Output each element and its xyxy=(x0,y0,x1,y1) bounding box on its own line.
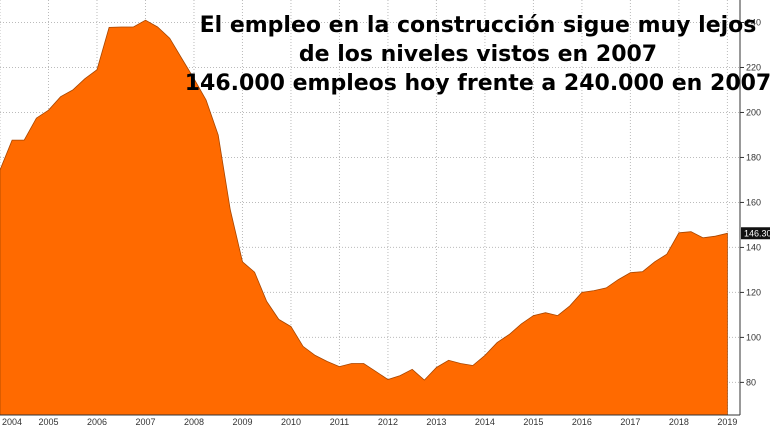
chart-title: El empleo en la construcción sigue muy l… xyxy=(200,13,757,38)
x-tick-label: 2007 xyxy=(135,417,155,427)
value-label-box xyxy=(741,227,770,240)
value-label: 146.30 xyxy=(744,228,770,238)
chart-title: de los niveles vistos en 2007 xyxy=(299,42,657,67)
y-tick-label: 220 xyxy=(746,62,761,72)
y-tick-label: 200 xyxy=(746,107,761,117)
x-tick-label: 2017 xyxy=(620,417,640,427)
y-tick-label: 100 xyxy=(746,332,761,342)
x-tick-label: 2018 xyxy=(669,417,689,427)
x-tick-label: 2015 xyxy=(523,417,543,427)
x-tick-label: 2012 xyxy=(378,417,398,427)
x-tick-label: 2008 xyxy=(184,417,204,427)
x-tick-label: 2016 xyxy=(572,417,592,427)
x-tick-label: 2005 xyxy=(38,417,58,427)
x-tick-label: 2011 xyxy=(330,417,349,427)
x-tick-label: 2009 xyxy=(232,417,252,427)
area xyxy=(0,19,728,416)
chart-title: 146.000 empleos hoy frente a 240.000 en … xyxy=(185,71,770,96)
y-tick-label: 80 xyxy=(746,377,756,387)
x-tick-label: 2010 xyxy=(281,417,301,427)
y-tick-label: 140 xyxy=(746,242,761,252)
x-tick-label: 2013 xyxy=(426,417,446,427)
x-tick-label: 2006 xyxy=(87,417,107,427)
y-tick-label: 240 xyxy=(746,17,761,27)
x-tick-label: 2004 xyxy=(2,417,22,427)
x-tick-label: 2019 xyxy=(717,417,737,427)
y-tick-label: 180 xyxy=(746,152,761,162)
y-tick-label: 120 xyxy=(746,287,761,297)
y-tick-label: 160 xyxy=(746,197,761,207)
x-tick-label: 2014 xyxy=(475,417,495,427)
